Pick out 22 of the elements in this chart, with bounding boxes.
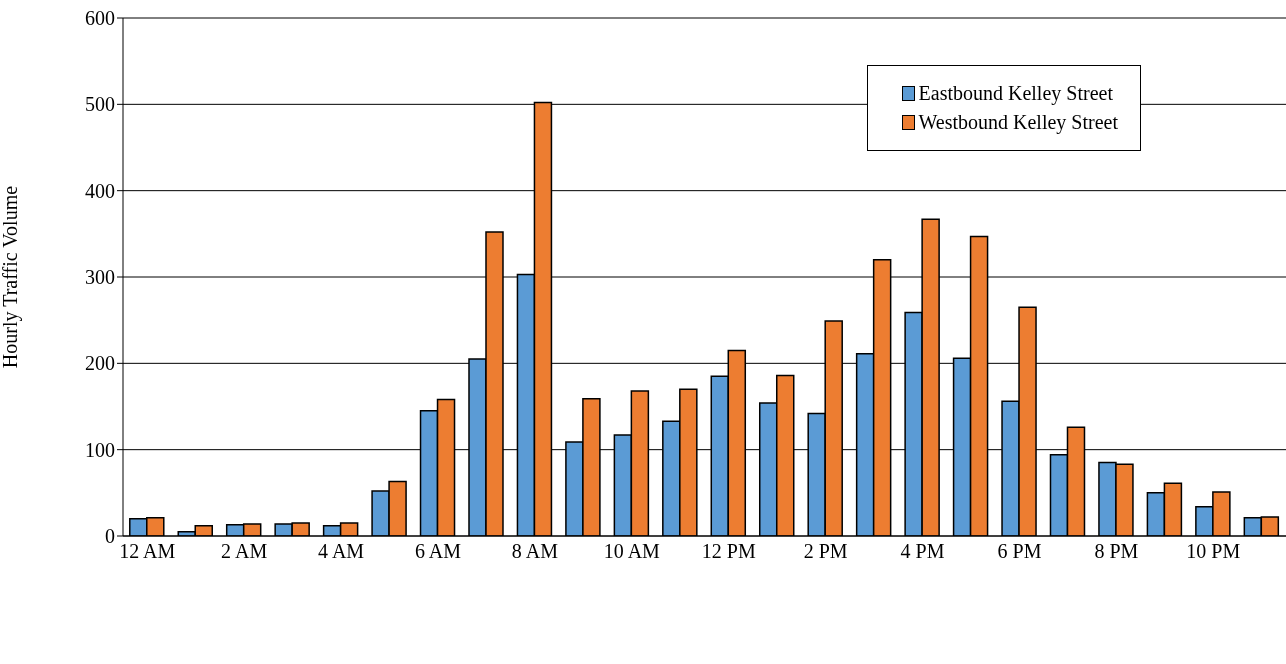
x-tick-label: 2 AM xyxy=(221,540,268,563)
x-tick-label: 12 AM xyxy=(119,540,176,563)
x-tick-label: 2 PM xyxy=(803,540,848,563)
y-tick-label: 300 xyxy=(85,266,115,289)
y-tick-label: 500 xyxy=(85,93,115,116)
x-tick-label: 12 PM xyxy=(701,540,756,563)
y-tick-label: 200 xyxy=(85,352,115,375)
y-tick-label: 400 xyxy=(85,179,115,202)
x-tick-label: 8 AM xyxy=(511,540,559,563)
y-tick-label: 100 xyxy=(85,438,115,461)
x-tick-label: 4 AM xyxy=(318,540,365,563)
y-tick-label: 600 xyxy=(85,7,115,30)
y-tick-label: 0 xyxy=(105,525,115,548)
x-tick-label: 8 PM xyxy=(1094,540,1139,563)
x-tick-label: 6 AM xyxy=(414,540,462,563)
y-axis-title: Hourly Traffic Volume xyxy=(0,185,23,369)
legend-label: Westbound Kelley Street xyxy=(918,111,1118,134)
legend-label: Eastbound Kelley Street xyxy=(918,82,1113,105)
x-tick-label: 4 PM xyxy=(900,540,945,563)
x-tick-label: 6 PM xyxy=(997,540,1042,563)
x-tick-label: 10 AM xyxy=(603,540,661,563)
x-tick-label: 10 PM xyxy=(1186,540,1241,563)
